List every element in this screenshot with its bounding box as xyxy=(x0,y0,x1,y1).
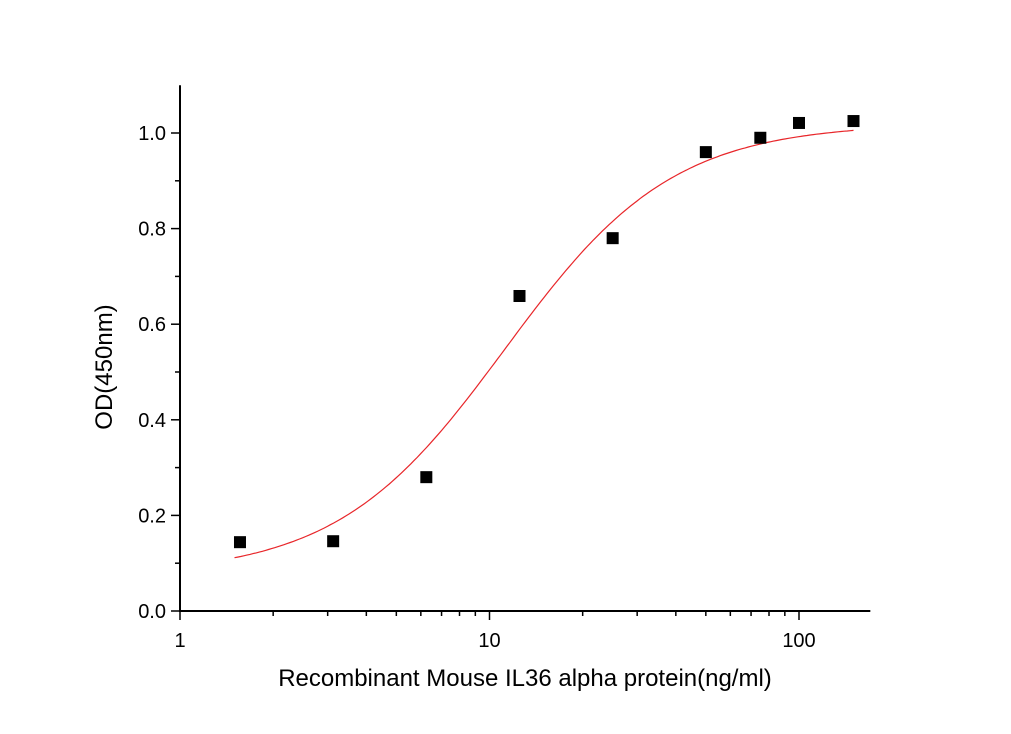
data-point xyxy=(513,289,526,302)
x-axis-label: Recombinant Mouse IL36 alpha protein(ng/… xyxy=(278,665,772,692)
data-point xyxy=(699,146,712,159)
data-point xyxy=(233,536,246,549)
y-axis-label: OD(450nm) xyxy=(91,304,118,429)
data-point xyxy=(420,471,433,484)
y-tick-label: 0.2 xyxy=(138,505,166,527)
y-tick-label: 0.6 xyxy=(138,314,166,336)
data-point xyxy=(754,131,767,144)
x-tick-label: 1 xyxy=(174,630,185,652)
x-tick-label: 100 xyxy=(782,630,815,652)
data-point xyxy=(327,535,340,548)
y-tick-label: 0.0 xyxy=(138,601,166,623)
y-tick-label: 0.8 xyxy=(138,219,166,241)
data-point xyxy=(847,115,860,128)
y-tick-label: 0.4 xyxy=(138,410,166,432)
axes: 1 10 100 0.0 0.2 0.4 0.6 0.8 1.0 xyxy=(138,85,871,652)
y-tick-label: 1.0 xyxy=(138,123,166,145)
data-points xyxy=(233,115,860,549)
fit-curve xyxy=(234,129,854,559)
data-point xyxy=(793,116,805,129)
data-point xyxy=(606,232,619,245)
x-tick-label: 10 xyxy=(478,630,500,652)
